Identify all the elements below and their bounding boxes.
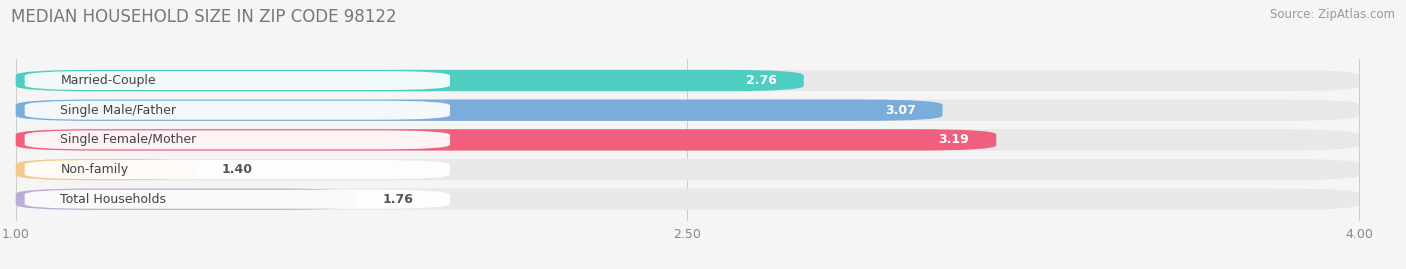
FancyBboxPatch shape <box>15 189 1360 210</box>
FancyBboxPatch shape <box>15 100 1360 121</box>
FancyBboxPatch shape <box>25 160 450 179</box>
FancyBboxPatch shape <box>15 100 942 121</box>
FancyBboxPatch shape <box>25 190 450 209</box>
Text: Married-Couple: Married-Couple <box>60 74 156 87</box>
Text: Single Female/Mother: Single Female/Mother <box>60 133 197 146</box>
FancyBboxPatch shape <box>25 130 450 149</box>
Text: MEDIAN HOUSEHOLD SIZE IN ZIP CODE 98122: MEDIAN HOUSEHOLD SIZE IN ZIP CODE 98122 <box>11 8 396 26</box>
FancyBboxPatch shape <box>25 101 450 120</box>
Text: Non-family: Non-family <box>60 163 128 176</box>
Text: Single Male/Father: Single Male/Father <box>60 104 177 117</box>
FancyBboxPatch shape <box>15 189 356 210</box>
Text: 1.76: 1.76 <box>382 193 413 206</box>
Text: Total Households: Total Households <box>60 193 166 206</box>
FancyBboxPatch shape <box>15 159 1360 180</box>
Text: 2.76: 2.76 <box>747 74 778 87</box>
FancyBboxPatch shape <box>15 129 997 151</box>
FancyBboxPatch shape <box>15 159 195 180</box>
FancyBboxPatch shape <box>15 70 1360 91</box>
Text: Source: ZipAtlas.com: Source: ZipAtlas.com <box>1270 8 1395 21</box>
Text: 1.40: 1.40 <box>222 163 253 176</box>
FancyBboxPatch shape <box>15 70 804 91</box>
Text: 3.07: 3.07 <box>884 104 915 117</box>
Text: 3.19: 3.19 <box>939 133 969 146</box>
FancyBboxPatch shape <box>25 71 450 90</box>
FancyBboxPatch shape <box>15 129 1360 151</box>
